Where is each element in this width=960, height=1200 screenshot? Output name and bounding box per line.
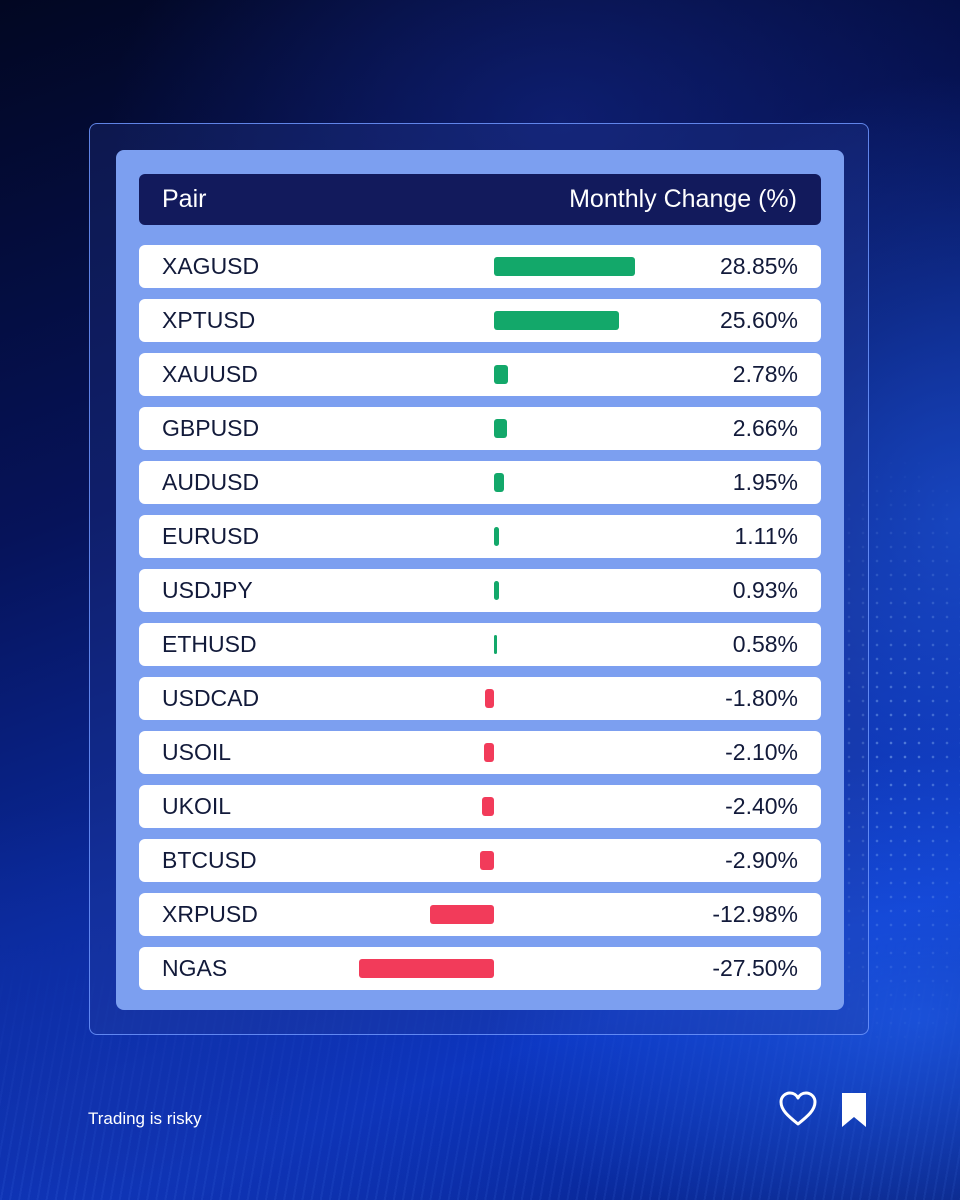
change-value: -2.90% bbox=[725, 847, 798, 873]
table-row: AUDUSD 1.95% bbox=[139, 461, 821, 504]
change-bar bbox=[494, 365, 508, 384]
pair-name: USDCAD bbox=[162, 685, 260, 711]
change-value: 1.95% bbox=[732, 469, 798, 495]
change-value: 1.11% bbox=[734, 523, 798, 549]
change-bar bbox=[483, 743, 494, 762]
pair-name: AUDUSD bbox=[162, 469, 260, 495]
change-bar bbox=[359, 959, 494, 978]
table-row: GBPUSD 2.66% bbox=[139, 407, 821, 450]
risk-disclaimer: Trading is risky bbox=[88, 1109, 202, 1128]
pair-name: BTCUSD bbox=[162, 847, 257, 873]
pair-name: ETHUSD bbox=[162, 631, 257, 657]
change-bar bbox=[430, 905, 494, 924]
change-value: 2.78% bbox=[732, 361, 798, 387]
change-bar bbox=[494, 473, 504, 492]
table-row: XAUUSD 2.78% bbox=[139, 353, 821, 396]
header-monthly-change: Monthly Change (%) bbox=[569, 185, 797, 213]
table-row: EURUSD 1.11% bbox=[139, 515, 821, 558]
change-value: -1.80% bbox=[725, 685, 798, 711]
change-bar bbox=[494, 311, 620, 330]
change-bar bbox=[494, 635, 497, 654]
header-pair: Pair bbox=[162, 185, 207, 213]
pair-name: XPTUSD bbox=[162, 307, 256, 333]
table-row: XAGUSD 28.85% bbox=[139, 245, 821, 288]
change-value: 2.66% bbox=[732, 415, 798, 441]
change-value: -12.98% bbox=[712, 901, 798, 927]
pair-name: EURUSD bbox=[162, 523, 260, 549]
change-bar bbox=[494, 419, 508, 438]
change-value: -2.10% bbox=[725, 739, 798, 765]
table-row: ETHUSD 0.58% bbox=[139, 623, 821, 666]
table-row: USDJPY 0.93% bbox=[139, 569, 821, 612]
table-row: USOIL -2.10% bbox=[139, 731, 821, 774]
pair-name: UKOIL bbox=[162, 793, 232, 819]
pair-name: GBPUSD bbox=[162, 415, 260, 441]
change-value: 25.60% bbox=[719, 307, 798, 333]
pair-name: NGAS bbox=[162, 955, 228, 981]
change-bar bbox=[494, 581, 499, 600]
change-bar bbox=[494, 527, 500, 546]
heart-icon[interactable] bbox=[778, 1090, 818, 1128]
pair-name: XRPUSD bbox=[162, 901, 258, 927]
pair-name: USDJPY bbox=[162, 577, 253, 603]
change-value: -2.40% bbox=[725, 793, 798, 819]
table-header: Pair Monthly Change (%) bbox=[139, 174, 821, 225]
pair-name: USOIL bbox=[162, 739, 232, 765]
change-bar bbox=[494, 257, 636, 276]
table-row: UKOIL -2.40% bbox=[139, 785, 821, 828]
change-value: -27.50% bbox=[712, 955, 798, 981]
bookmark-icon[interactable] bbox=[840, 1091, 868, 1129]
table-row: XPTUSD 25.60% bbox=[139, 299, 821, 342]
change-value: 28.85% bbox=[719, 253, 798, 279]
table-row: XRPUSD -12.98% bbox=[139, 893, 821, 936]
change-bar bbox=[479, 851, 494, 870]
table-row: USDCAD -1.80% bbox=[139, 677, 821, 720]
change-bar bbox=[485, 689, 494, 708]
change-bar bbox=[482, 797, 494, 816]
change-value: 0.93% bbox=[732, 577, 798, 603]
table-row: NGAS -27.50% bbox=[139, 947, 821, 990]
pair-name: XAGUSD bbox=[162, 253, 260, 279]
change-value: 0.58% bbox=[732, 631, 798, 657]
pair-name: XAUUSD bbox=[162, 361, 258, 387]
table-row: BTCUSD -2.90% bbox=[139, 839, 821, 882]
